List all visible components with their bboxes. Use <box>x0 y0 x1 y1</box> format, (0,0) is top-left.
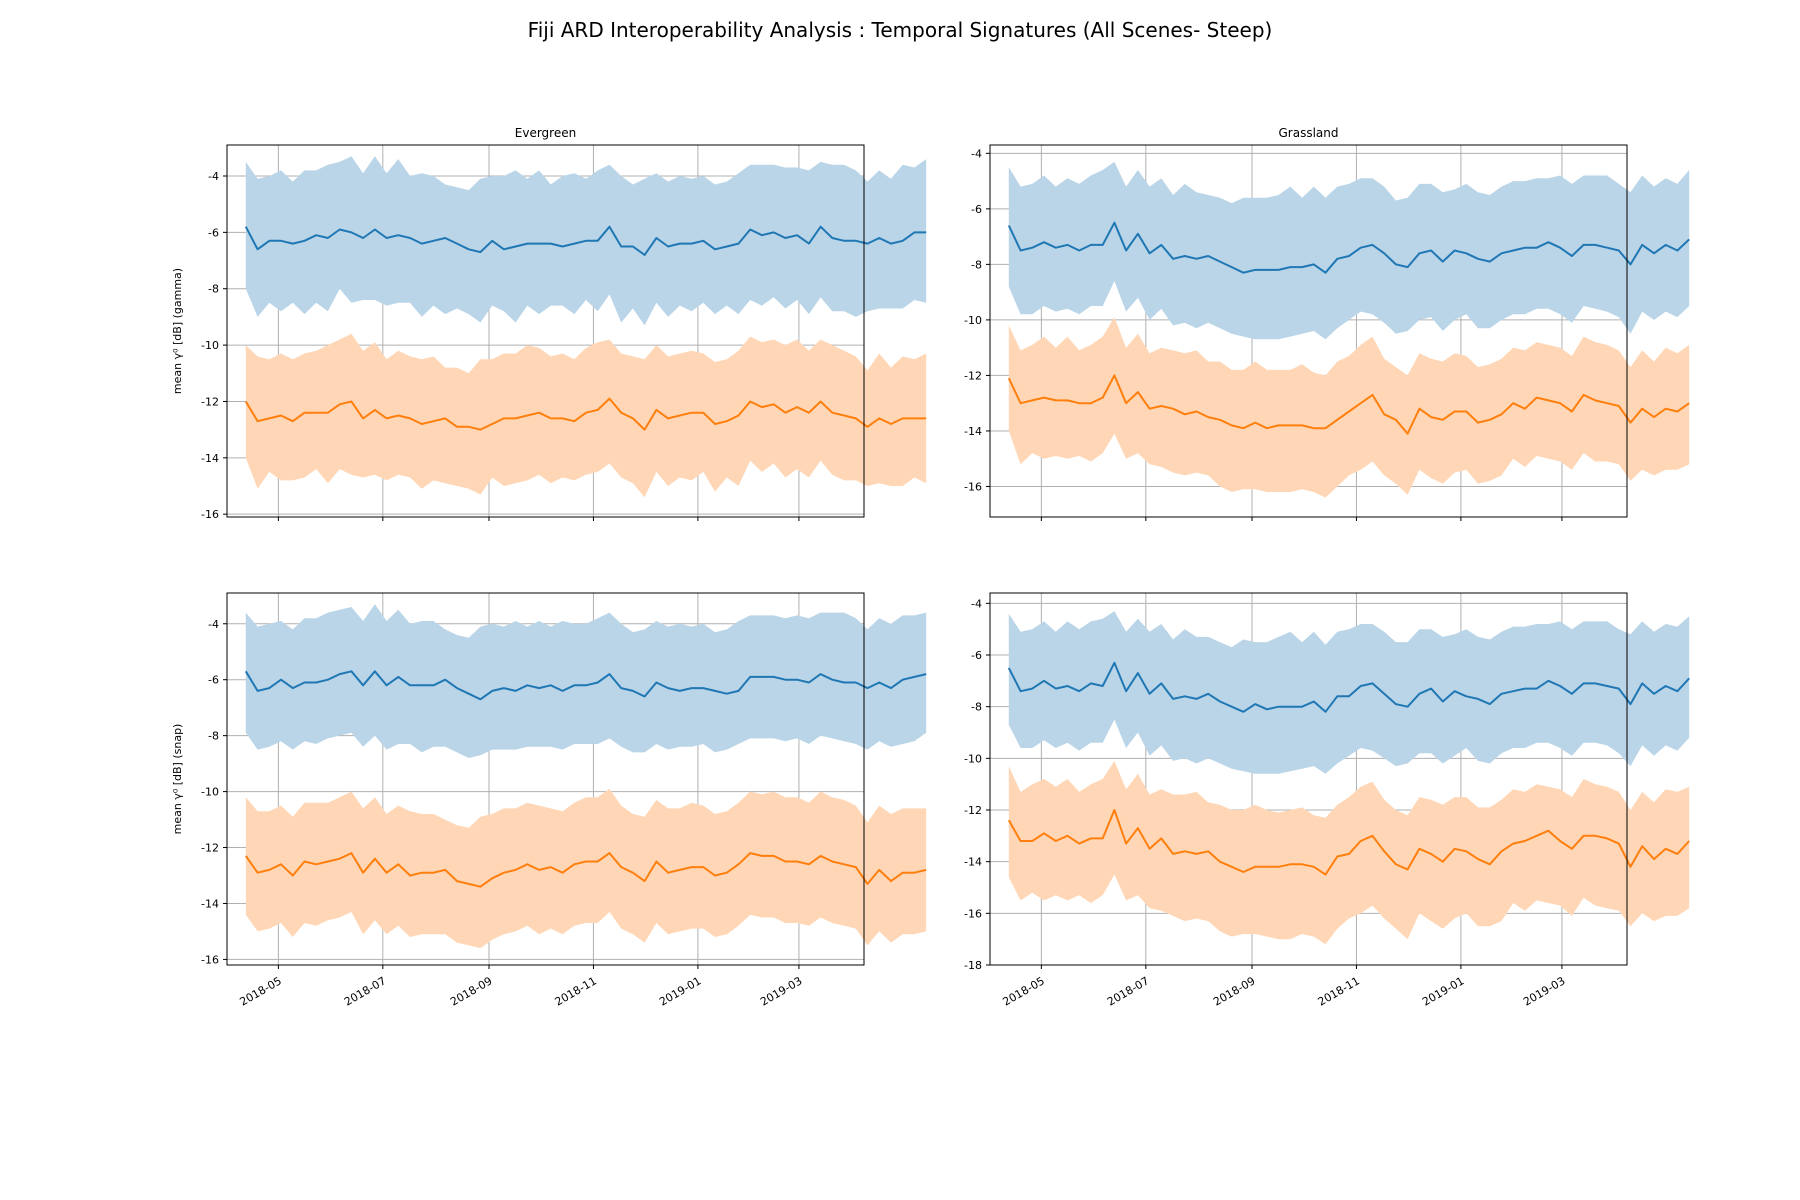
y-tick-label: -14 <box>964 425 982 438</box>
y-tick-label: -6 <box>971 203 982 216</box>
y-tick-label: -12 <box>201 395 219 408</box>
subplot-2: -16 -14 -12 -10 -8 -6 -4 Grassland <box>964 126 1690 521</box>
series-vv-band <box>1008 611 1690 774</box>
axes-frame <box>226 592 865 966</box>
y-tick-label: -8 <box>208 283 219 296</box>
y-tick-label: -8 <box>208 730 219 743</box>
x-tick-label: 2019-03 <box>1521 974 1567 1008</box>
series-vv-mean-line <box>244 670 927 701</box>
series-vv-band <box>245 604 927 758</box>
y-tick-label: -10 <box>964 314 982 327</box>
y-tick-label: -8 <box>971 701 982 714</box>
subplot-4: -18 -16 -14 -12 -10 -8 -6 -4 2018-05 2018-07 2018-… <box>964 592 1690 1009</box>
y-tick-label: -16 <box>964 480 982 493</box>
series-vv-mean-line <box>244 225 927 256</box>
axes-frame <box>989 592 1628 966</box>
x-tick-label: 2018-05 <box>238 974 284 1008</box>
series-vh-mean-line <box>1007 374 1690 435</box>
y-tick-label: -14 <box>201 452 219 465</box>
x-tick-label: 2018-09 <box>448 974 494 1008</box>
x-tick-label: 2019-03 <box>758 974 804 1008</box>
y-tick-label: -4 <box>971 147 982 160</box>
y-tick-label: -12 <box>201 842 219 855</box>
y-axis-label: mean γ⁰ [dB] (gamma) <box>171 268 184 394</box>
y-axis-label: mean γ⁰ [dB] (snap) <box>171 724 184 835</box>
series-vh-mean-line <box>1007 809 1690 876</box>
x-tick-label: 2018-11 <box>553 974 599 1008</box>
x-tick-label: 2018-11 <box>1316 974 1362 1008</box>
series-vv-mean-line <box>1007 661 1690 713</box>
y-tick-label: -6 <box>208 674 219 687</box>
subplot-title: Evergreen <box>515 126 576 140</box>
subplot-3: -16 -14 -12 -10 -8 -6 -4 2018-05 2018-07 2018-09 2… <box>171 592 927 1009</box>
x-tick-label: 2018-07 <box>1105 974 1151 1008</box>
series-vv-mean-line <box>1007 221 1690 274</box>
y-tick-label: -6 <box>971 649 982 662</box>
y-tick-label: -10 <box>964 752 982 765</box>
y-tick-label: -16 <box>201 508 219 521</box>
y-tick-label: -4 <box>208 618 219 631</box>
x-tick-label: 2019-01 <box>657 974 703 1008</box>
subplot-1: -16 -14 -12 -10 -8 -6 -4 Evergreen mean γ⁰ [dB] … <box>171 126 927 521</box>
y-tick-label: -14 <box>201 897 219 910</box>
y-tick-label: -10 <box>201 786 219 799</box>
y-tick-label: -10 <box>201 339 219 352</box>
axes-frame <box>226 144 865 518</box>
subplot-title: Grassland <box>1279 126 1339 140</box>
x-tick-label: 2018-09 <box>1211 974 1257 1008</box>
y-tick-label: -16 <box>964 907 982 920</box>
y-tick-label: -12 <box>964 804 982 817</box>
y-tick-label: -6 <box>208 226 219 239</box>
series-vh-band <box>245 333 927 498</box>
y-tick-label: -4 <box>208 170 219 183</box>
y-tick-label: -8 <box>971 258 982 271</box>
y-tick-label: -14 <box>964 856 982 869</box>
y-tick-label: -12 <box>964 369 982 382</box>
series-vh-mean-line <box>244 852 927 888</box>
series-vh-band <box>1008 317 1690 498</box>
series-vh-mean-line <box>244 397 927 431</box>
axes-frame <box>989 144 1628 518</box>
figure-title: Fiji ARD Interoperability Analysis : Tem… <box>527 18 1273 42</box>
y-tick-label: -4 <box>971 597 982 610</box>
x-tick-label: 2019-01 <box>1420 974 1466 1008</box>
y-tick-label: -18 <box>964 959 982 972</box>
series-vh-band <box>245 788 927 949</box>
y-tick-label: -16 <box>201 953 219 966</box>
series-vv-band <box>1008 161 1690 340</box>
x-tick-label: 2018-07 <box>342 974 388 1008</box>
x-tick-label: 2018-05 <box>1001 974 1047 1008</box>
